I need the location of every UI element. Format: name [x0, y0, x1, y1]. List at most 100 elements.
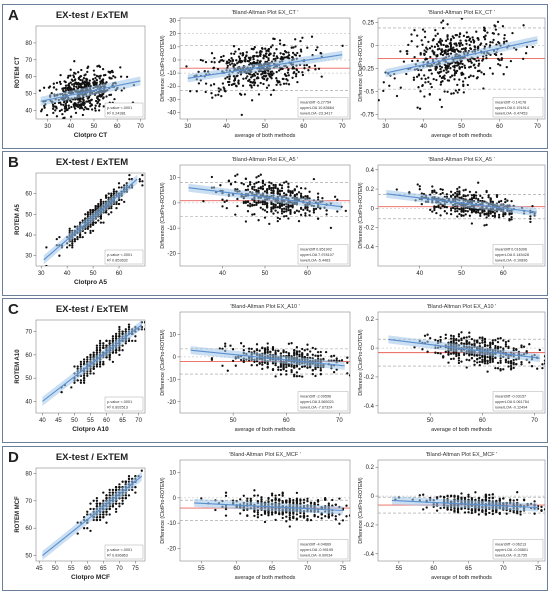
data-point [280, 373, 282, 375]
data-point [312, 369, 314, 371]
data-point [253, 62, 255, 64]
legend-entry: meanDiff -0.14178 [495, 101, 526, 105]
data-point [439, 188, 441, 190]
y-tick-label: 0 [371, 206, 375, 212]
data-point [253, 183, 255, 185]
data-point [89, 530, 91, 532]
data-point [460, 331, 462, 333]
data-point [306, 498, 308, 500]
data-point [473, 210, 475, 212]
data-point [294, 53, 296, 55]
data-point [301, 366, 303, 368]
data-point [282, 517, 284, 519]
data-point [455, 353, 457, 355]
y-tick-label: 60 [25, 526, 32, 532]
data-point [272, 346, 274, 348]
data-point [388, 85, 390, 87]
data-point [306, 515, 308, 517]
data-point [449, 76, 451, 78]
x-tick-label: 55 [68, 566, 75, 572]
data-point [439, 68, 441, 70]
data-point [471, 343, 473, 345]
data-point [257, 181, 259, 183]
data-point [473, 63, 475, 65]
data-point [306, 47, 308, 49]
row-heading: EX-test / ExTEM [56, 452, 128, 463]
data-point [439, 352, 441, 354]
data-point [318, 68, 320, 70]
data-point [82, 98, 84, 100]
data-point [431, 210, 433, 212]
data-point [301, 71, 303, 73]
data-point [270, 202, 272, 204]
data-point [283, 192, 285, 194]
data-point [494, 367, 496, 369]
data-point [109, 342, 111, 344]
data-point [458, 340, 460, 342]
data-point [441, 40, 443, 42]
data-point [341, 359, 343, 361]
data-point [73, 105, 75, 107]
data-point [270, 182, 272, 184]
data-point [262, 182, 264, 184]
data-point [291, 191, 293, 193]
data-point [295, 68, 297, 70]
y-axis-label: Difference (ClotPro-ROTEM) [160, 477, 166, 543]
data-point [302, 74, 304, 76]
data-point [494, 339, 496, 341]
data-point [89, 211, 91, 213]
data-point [214, 94, 216, 96]
x-axis-label: average of both methods [235, 427, 296, 433]
data-point [274, 519, 276, 521]
data-point [227, 370, 229, 372]
data-point [246, 75, 248, 77]
data-point [252, 58, 254, 60]
data-point [447, 361, 449, 363]
data-point [421, 348, 423, 350]
data-point [115, 511, 117, 513]
data-point [74, 240, 76, 242]
data-point [464, 77, 466, 79]
y-axis-label: Difference (ClotPro-ROTEM) [358, 329, 364, 395]
data-point [266, 206, 268, 208]
data-point [434, 29, 436, 31]
data-point [279, 52, 281, 54]
data-point [103, 105, 105, 107]
data-point [424, 335, 426, 337]
data-point [233, 53, 235, 55]
data-point [110, 77, 112, 79]
legend-entry: p-value <.0001 [107, 548, 132, 552]
legend: p-value <.0001 R² 0.836863 [105, 545, 143, 559]
data-point [120, 75, 122, 77]
data-point [262, 203, 264, 205]
data-point [69, 74, 71, 76]
data-point [79, 107, 81, 109]
panel-title: 'Bland-Altman Plot EX_CT ' [428, 10, 495, 16]
data-point [300, 208, 302, 210]
data-point [259, 363, 261, 365]
data-point [282, 349, 284, 351]
data-point [453, 69, 455, 71]
data-point [422, 28, 424, 30]
data-point [450, 353, 452, 355]
data-point [97, 203, 99, 205]
data-point [95, 105, 97, 107]
data-point [223, 88, 225, 90]
data-point [536, 368, 538, 370]
data-point [296, 81, 298, 83]
data-point [317, 217, 319, 219]
legend-entry: R² 0.836863 [107, 554, 128, 558]
data-point [109, 491, 111, 493]
data-point [466, 366, 468, 368]
data-point [256, 349, 258, 351]
data-point [458, 208, 460, 210]
legend-entry: p-value <.0001 [107, 400, 132, 404]
data-point [453, 78, 455, 80]
data-point [274, 204, 276, 206]
data-point [462, 214, 464, 216]
data-point [99, 75, 101, 77]
data-point [441, 48, 443, 50]
